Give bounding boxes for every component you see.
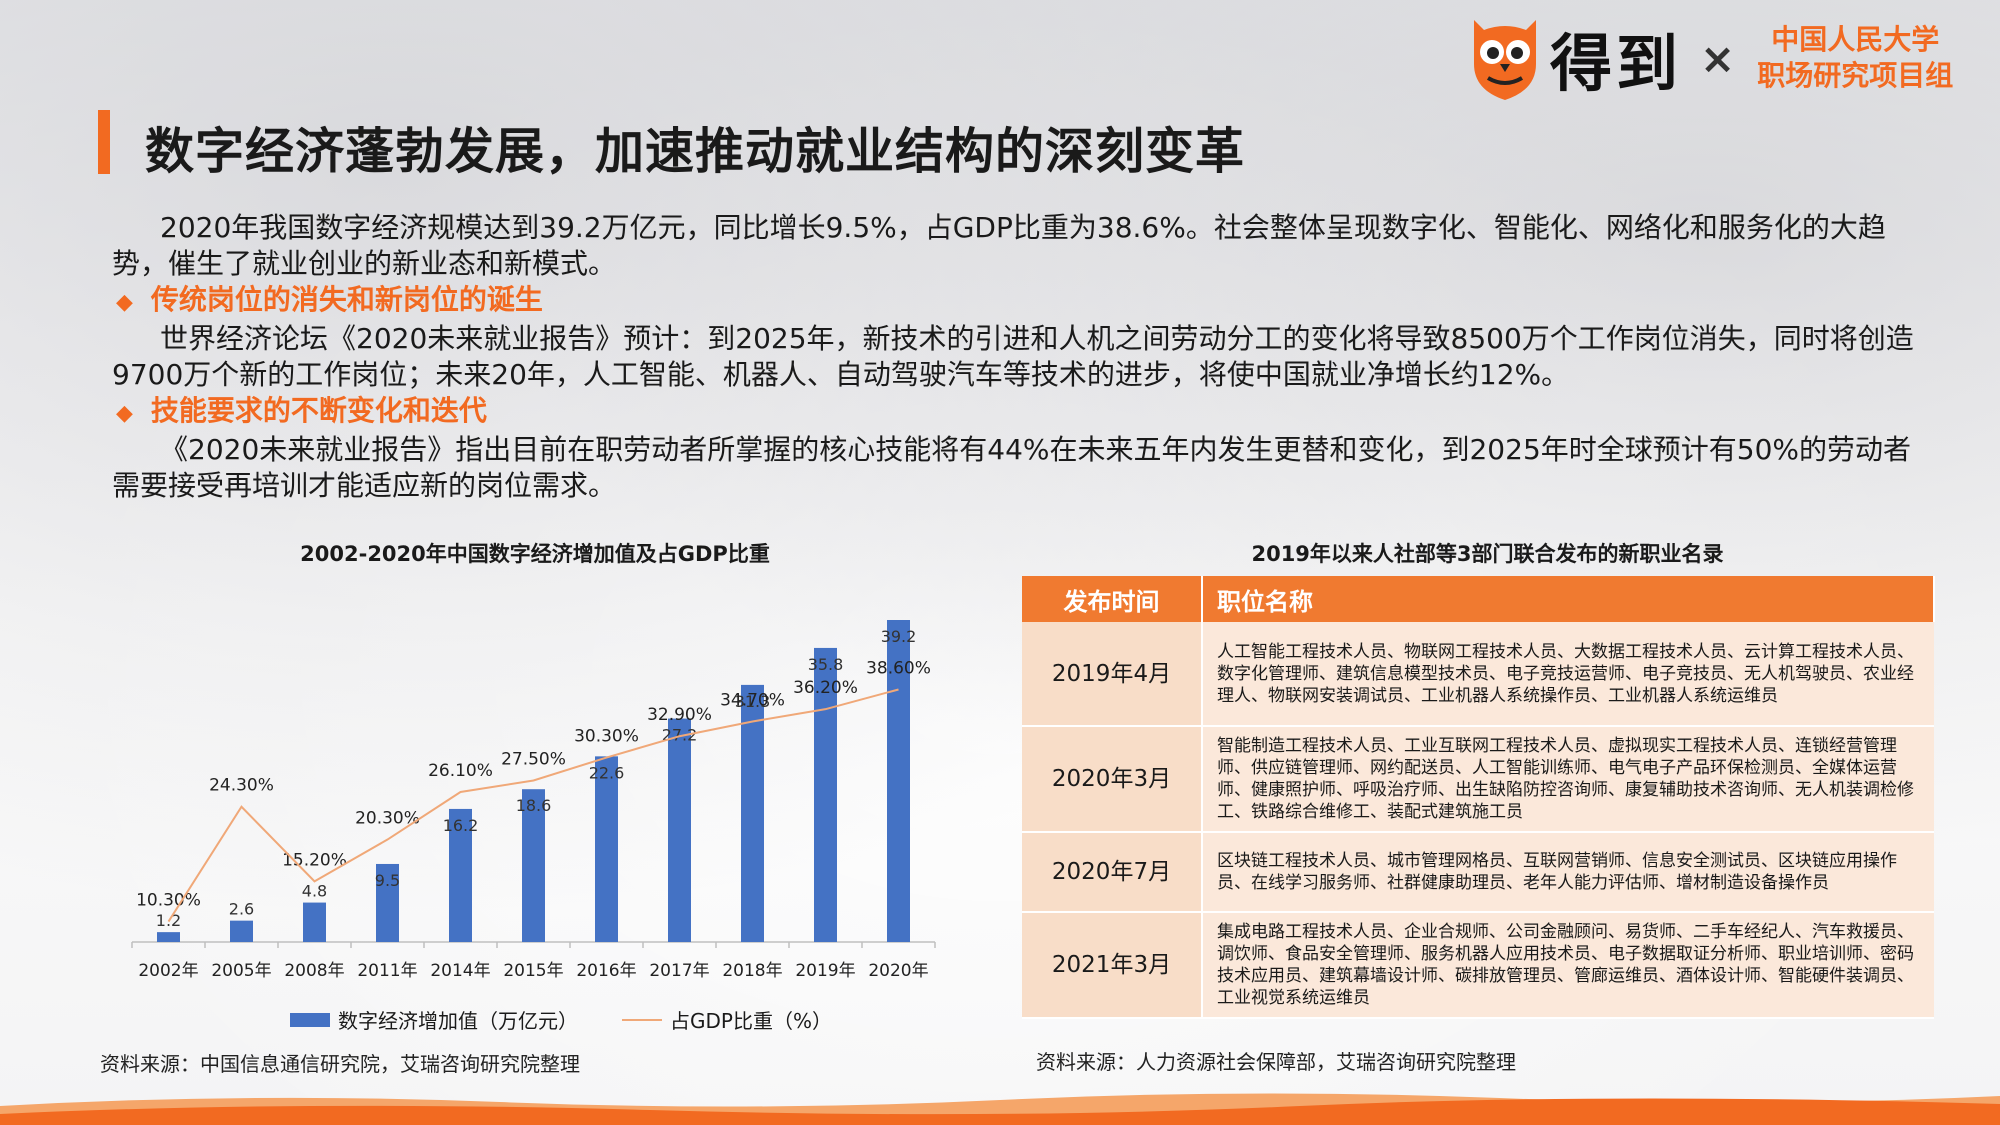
- partner-line-2: 职场研究项目组: [1757, 59, 1954, 92]
- table-source: 资料来源：人力资源社会保障部，艾瑞咨询研究院整理: [1036, 1050, 1516, 1074]
- bullet-1-text: 传统岗位的消失和新岗位的诞生: [150, 283, 543, 316]
- body-text: 2020年我国数字经济规模达到39.2万亿元，同比增长9.5%，占GDP比重为3…: [112, 210, 1932, 504]
- legend-label-line: 占GDP比重（%）: [670, 1009, 832, 1033]
- row-date: 2020年7月: [1022, 832, 1203, 913]
- footer-wave: [0, 1093, 2000, 1125]
- table-row: 2021年3月 集成电路工程技术人员、企业合规师、公司金融顾问、易货师、二手车经…: [1022, 912, 1934, 1019]
- table-row: 2020年3月 智能制造工程技术人员、工业互联网工程技术人员、虚拟现实工程技术人…: [1022, 726, 1934, 833]
- table-title: 2019年以来人社部等3部门联合发布的新职业名录: [1251, 542, 1724, 566]
- row-roles: 人工智能工程技术人员、物联网工程技术人员、大数据工程技术人员、云计算工程技术人员…: [1202, 622, 1934, 727]
- row-roles: 智能制造工程技术人员、工业互联网工程技术人员、虚拟现实工程技术人员、连锁经营管理…: [1202, 726, 1934, 833]
- page-title: 数字经济蓬勃发展，加速推动就业结构的深刻变革: [145, 123, 1246, 180]
- legend-swatch-line: [622, 1018, 662, 1021]
- table-row: 2019年4月 人工智能工程技术人员、物联网工程技术人员、大数据工程技术人员、云…: [1022, 622, 1934, 727]
- legend-item-line: 占GDP比重（%）: [622, 1005, 832, 1034]
- partner-name: 中国人民大学 职场研究项目组: [1757, 22, 1953, 94]
- owl-logo-icon: [1474, 20, 1536, 100]
- table-header-row: 发布时间 职位名称: [1022, 576, 1935, 622]
- paragraph-3: 《2020未来就业报告》指出目前在职劳动者所掌握的核心技能将有44%在未来五年内…: [112, 433, 1911, 502]
- bullet-heading-1: ◆ 传统岗位的消失和新岗位的诞生: [116, 282, 1932, 321]
- times-mark: ×: [1700, 33, 1736, 83]
- bullet-2-text: 技能要求的不断变化和迭代: [150, 394, 487, 427]
- jobs-table: 发布时间 职位名称 2019年4月 人工智能工程技术人员、物联网工程技术人员、大…: [1022, 576, 1935, 1019]
- logo-group: 得到 × 中国人民大学 职场研究项目组: [1470, 14, 1953, 102]
- chart-source: 资料来源：中国信息通信研究院，艾瑞咨询研究院整理: [100, 1052, 580, 1076]
- legend-swatch-bar: [290, 1012, 330, 1027]
- chart-title: 2002-2020年中国数字经济增加值及占GDP比重: [300, 542, 770, 566]
- header-date: 发布时间: [1022, 576, 1203, 622]
- row-date: 2020年3月: [1022, 726, 1203, 833]
- bullet-heading-2: ◆ 技能要求的不断变化和迭代: [116, 393, 1932, 432]
- header-roles: 职位名称: [1202, 576, 1935, 622]
- diamond-icon: ◆: [116, 290, 133, 315]
- diamond-icon: ◆: [116, 401, 133, 426]
- title-accent-bar: [98, 110, 110, 174]
- paragraph-2: 世界经济论坛《2020未来就业报告》预计：到2025年，新技术的引进和人机之间劳…: [112, 322, 1914, 391]
- row-roles: 区块链工程技术人员、城市管理网格员、互联网营销师、信息安全测试员、区块链应用操作…: [1202, 832, 1934, 913]
- chart-legend: 数字经济增加值（万亿元） 占GDP比重（%）: [290, 1005, 876, 1034]
- table-row: 2020年7月 区块链工程技术人员、城市管理网格员、互联网营销师、信息安全测试员…: [1022, 832, 1934, 913]
- row-date: 2021年3月: [1022, 912, 1203, 1019]
- brand-name: 得到: [1550, 27, 1683, 100]
- paragraph-1: 2020年我国数字经济规模达到39.2万亿元，同比增长9.5%，占GDP比重为3…: [112, 211, 1886, 280]
- row-date: 2019年4月: [1022, 622, 1203, 727]
- legend-item-bar: 数字经济增加值（万亿元）: [290, 1005, 578, 1034]
- row-roles: 集成电路工程技术人员、企业合规师、公司金融顾问、易货师、二手车经纪人、汽车救援员…: [1202, 912, 1934, 1019]
- partner-line-1: 中国人民大学: [1771, 23, 1940, 56]
- legend-label-bar: 数字经济增加值（万亿元）: [338, 1009, 578, 1033]
